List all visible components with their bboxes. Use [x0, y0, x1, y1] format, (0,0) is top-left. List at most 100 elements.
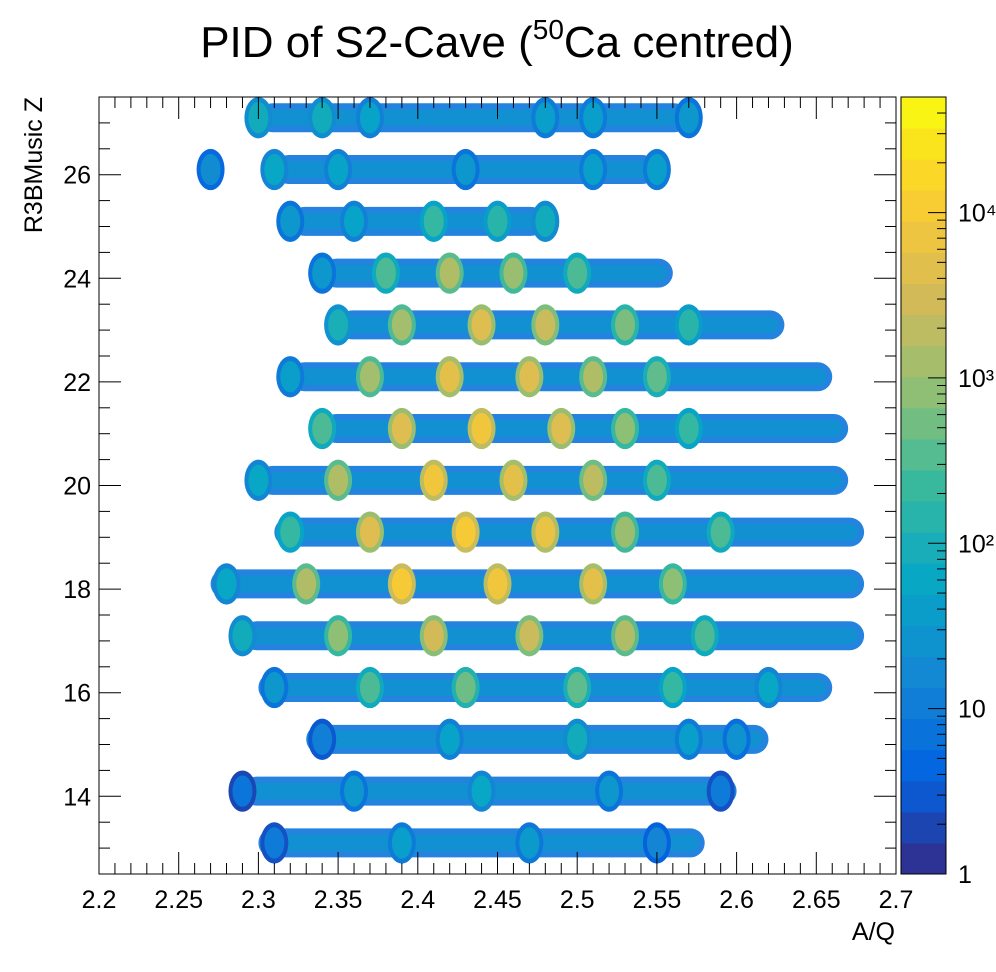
color-bar-segment [901, 842, 946, 875]
isotope-blob-core [232, 620, 253, 652]
isotope-blob-core [312, 257, 333, 289]
isotope-blob-core [328, 153, 349, 186]
z-row-11 [308, 252, 673, 294]
isotope-blob-core [264, 827, 285, 859]
isotope-blob-core [312, 102, 333, 134]
isotope-blob-core [615, 412, 636, 445]
z-row-band-core [328, 420, 843, 437]
isotope-blob-core [312, 723, 333, 755]
color-bar-segment [901, 749, 946, 782]
color-bar-segment [901, 376, 946, 409]
isotope-blob-core [232, 775, 253, 807]
z-row-12 [276, 200, 560, 242]
isotope-blob-core [280, 516, 301, 548]
z-row-9 [276, 356, 833, 398]
z-row-band-core [296, 368, 827, 386]
z-row-5 [210, 563, 865, 605]
x-axis-title: A/Q [852, 918, 895, 946]
color-bar-segment [901, 159, 946, 191]
color-bar-segment [901, 128, 946, 160]
isotope-blob-core [519, 620, 540, 652]
isotope-blob-core [678, 309, 699, 341]
isotope-blob-core [328, 464, 349, 496]
isotope-blob-core [471, 309, 492, 341]
isotope-blob-core [503, 464, 524, 496]
isotope-blob-core [391, 412, 412, 445]
isotope-blob-core [328, 620, 349, 652]
color-bar-segment [901, 625, 946, 657]
isotope-blob-core [391, 827, 412, 859]
isotope-blob-core [280, 205, 301, 237]
isotope-blob-core [567, 671, 588, 704]
y-tick-label: 16 [63, 680, 91, 708]
isotope-blob-core [758, 671, 779, 704]
z-row-band-core [264, 472, 843, 489]
y-axis: 14 16 18 20 22 24 26 [63, 96, 896, 875]
isotope-blob-core [216, 568, 237, 600]
isotope-blob-core [583, 102, 604, 134]
x-axis: 2.2 2.25 2.3 2.35 2.4 2.45 2.5 2.55 2.6 2.65 2.7 [82, 97, 914, 914]
isotope-blob-core [583, 361, 604, 393]
isotope-blob-core [312, 412, 333, 445]
isotope-blob-core [200, 153, 221, 186]
isotope-blob-core [455, 153, 476, 186]
color-bar-segment [901, 314, 946, 347]
color-bar-tick-label: 10⁴ [958, 200, 996, 228]
isotope-blob-core [471, 775, 492, 807]
z-row-band-core [216, 575, 859, 593]
isotope-blob-core [567, 257, 588, 289]
isotope-blob-core [646, 464, 667, 496]
x-tick-label: 2.4 [400, 886, 435, 914]
x-tick-label: 2.7 [879, 886, 914, 914]
isotope-blob-core [423, 205, 444, 237]
isotope-blob-core [328, 309, 349, 341]
isotope-blob-core [615, 516, 636, 548]
color-bar-frame [900, 96, 947, 875]
isotope-blob-core [264, 153, 285, 186]
isotope-blob-core [535, 205, 556, 237]
isotope-blob-core [264, 671, 285, 704]
isotope-blob-core [375, 257, 396, 289]
z-row-14 [244, 97, 703, 139]
y-tick-label: 26 [63, 162, 91, 190]
y-tick-label: 14 [63, 783, 91, 811]
isotope-blob-core [439, 723, 460, 755]
z-row-8 [308, 407, 849, 450]
isotope-blob-core [439, 257, 460, 289]
chart-title-main: PID of S2-Cave ( [200, 18, 533, 67]
color-bar-segment [901, 594, 946, 626]
color-bar-segment [901, 407, 946, 440]
color-bar-segment [901, 252, 946, 284]
heatmap-layer [196, 97, 865, 864]
isotope-blob-core [471, 412, 492, 445]
z-row-10 [324, 304, 785, 346]
color-bar-segment [901, 532, 946, 564]
color-bar-segment [901, 501, 946, 533]
isotope-blob-core [678, 723, 699, 755]
color-bar-segment [901, 221, 946, 253]
isotope-blob-core [248, 464, 269, 496]
color-bar-segment [901, 563, 946, 595]
x-tick-label: 2.35 [314, 886, 363, 914]
isotope-blob-core [359, 516, 380, 548]
isotope-blob-core [599, 775, 620, 807]
isotope-blob-core [519, 361, 540, 393]
chart-title-superscript: 50 [533, 14, 564, 45]
x-tick-label: 2.45 [473, 886, 522, 914]
color-bar-segment [901, 190, 946, 222]
isotope-blob-core [583, 153, 604, 186]
isotope-blob-core [487, 568, 508, 600]
isotope-blob-core [280, 361, 301, 393]
y-axis-title: R3BMusic Z [20, 97, 48, 233]
x-tick-label: 2.3 [241, 886, 276, 914]
chart-title: PID of S2-Cave (50Ca centred) [200, 14, 794, 67]
isotope-blob-core [678, 412, 699, 445]
color-bar-segment [901, 469, 946, 502]
color-bar-segment [901, 780, 946, 813]
z-row-band-core [264, 679, 827, 696]
isotope-blob-core [567, 723, 588, 755]
isotope-blob-core [359, 671, 380, 704]
color-bar-segment [901, 345, 946, 378]
isotope-blob-core [662, 568, 683, 600]
y-tick-label: 18 [63, 576, 91, 604]
